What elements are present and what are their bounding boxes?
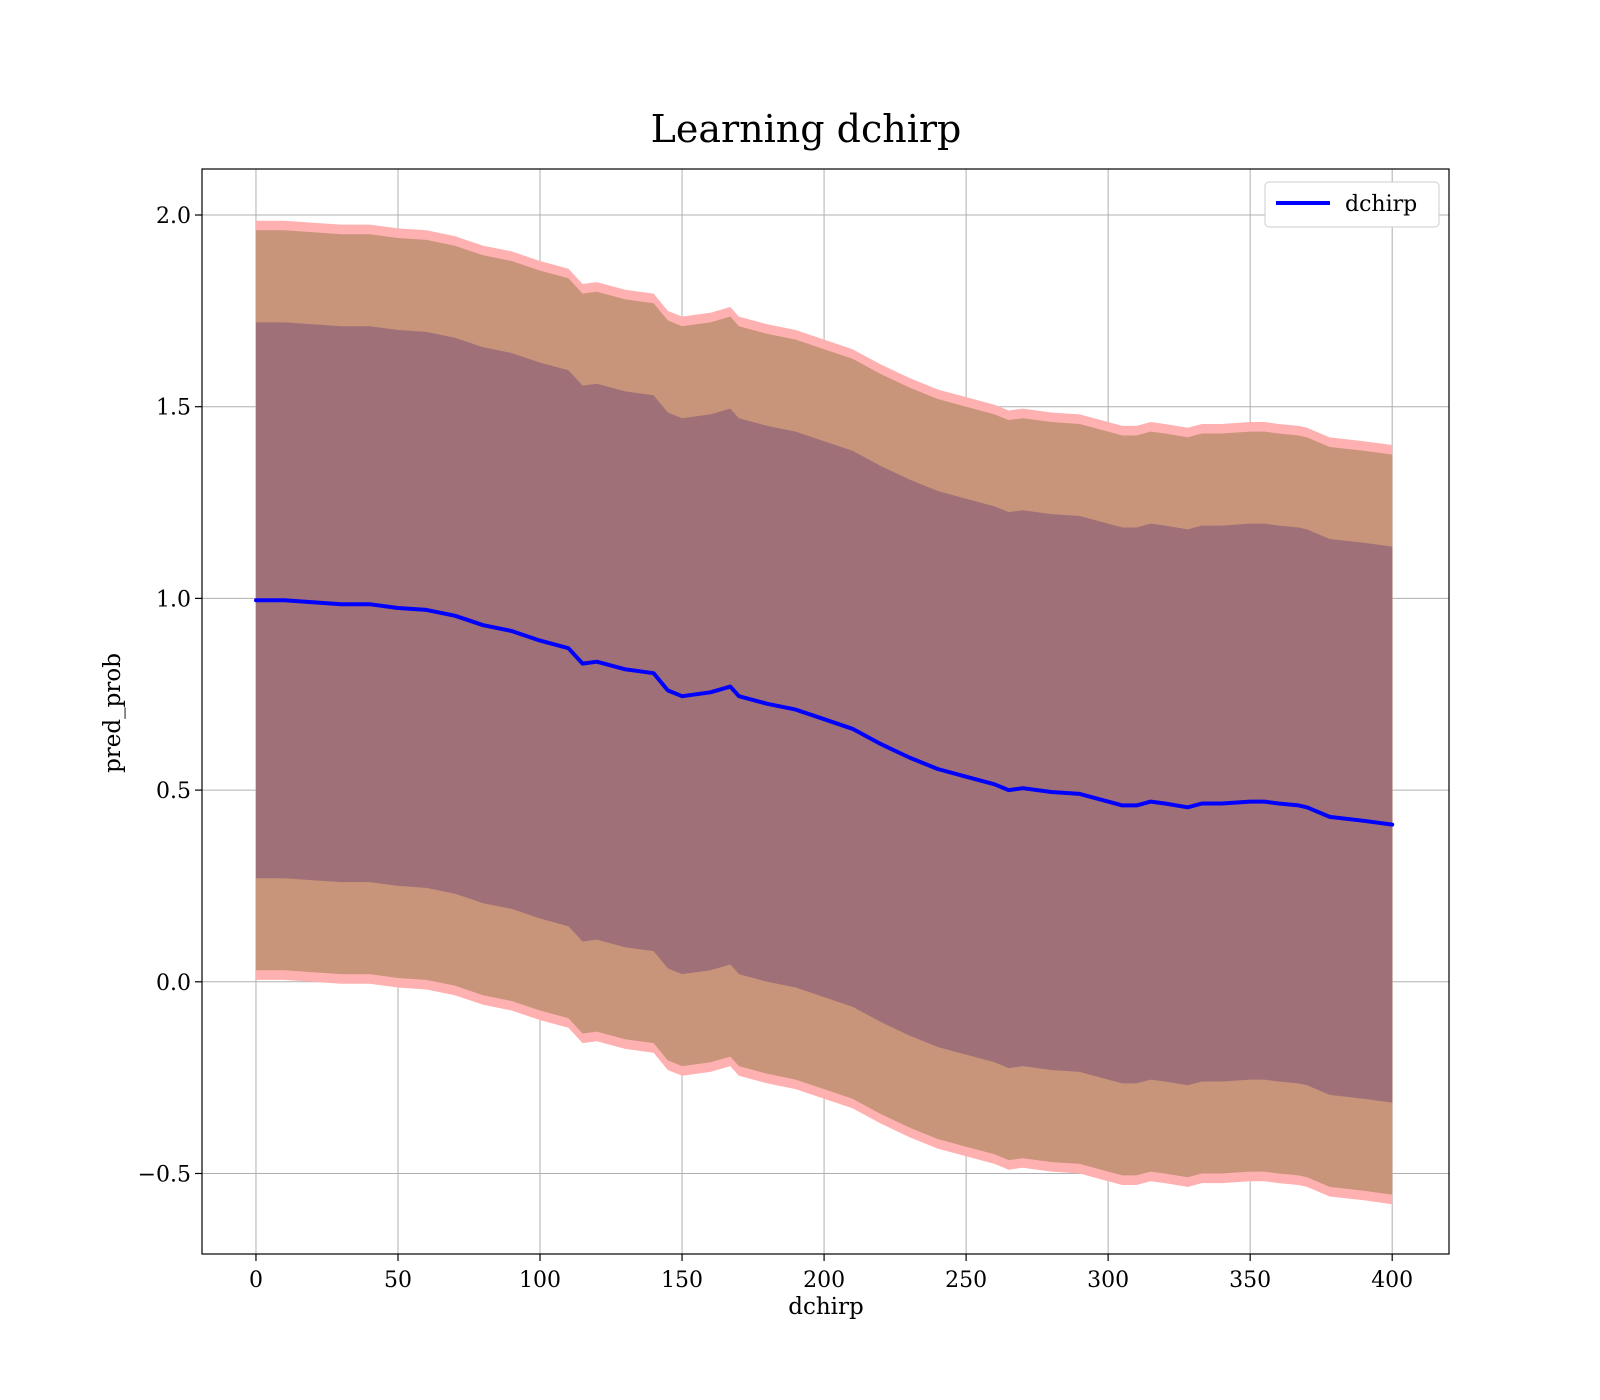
x-tick-label: 250: [945, 1268, 987, 1293]
series-line-dchirp: [254, 598, 1395, 827]
band-1sigma: [256, 322, 1393, 1103]
band-layer: [256, 220, 1393, 1205]
x-axis-label: dchirp: [788, 1294, 864, 1320]
x-tick-label: 150: [661, 1268, 703, 1293]
x-tick-label: 400: [1371, 1268, 1413, 1293]
y-tick-label: 0.0: [156, 971, 191, 996]
y-axis-label: pred_prob: [100, 653, 126, 773]
line-layer: [254, 598, 1395, 827]
chart-title: Learning dchirp: [651, 107, 962, 151]
x-tick-label: 50: [384, 1268, 412, 1293]
plot-frame: [201, 168, 1450, 1255]
x-tick-label: 200: [803, 1268, 845, 1293]
y-tick-label: −0.5: [138, 1162, 191, 1187]
legend: dchirp: [1264, 181, 1440, 228]
x-tick-label: 350: [1229, 1268, 1271, 1293]
x-tick-label: 100: [519, 1268, 561, 1293]
x-tick-label: 300: [1087, 1268, 1129, 1293]
tick-layer: 0 50 100 150 200 250 300 350 400 −0.5 0.0 0.5 1.0 1.5…: [138, 204, 1414, 1293]
y-tick-label: 2.0: [156, 204, 191, 229]
x-tick-label: 0: [249, 1268, 263, 1293]
y-tick-label: 0.5: [156, 779, 191, 804]
legend-box: [1264, 181, 1440, 228]
y-tick-label: 1.5: [156, 396, 191, 421]
y-tick-label: 1.0: [156, 587, 191, 612]
legend-entry-dchirp: dchirp: [1345, 192, 1417, 217]
